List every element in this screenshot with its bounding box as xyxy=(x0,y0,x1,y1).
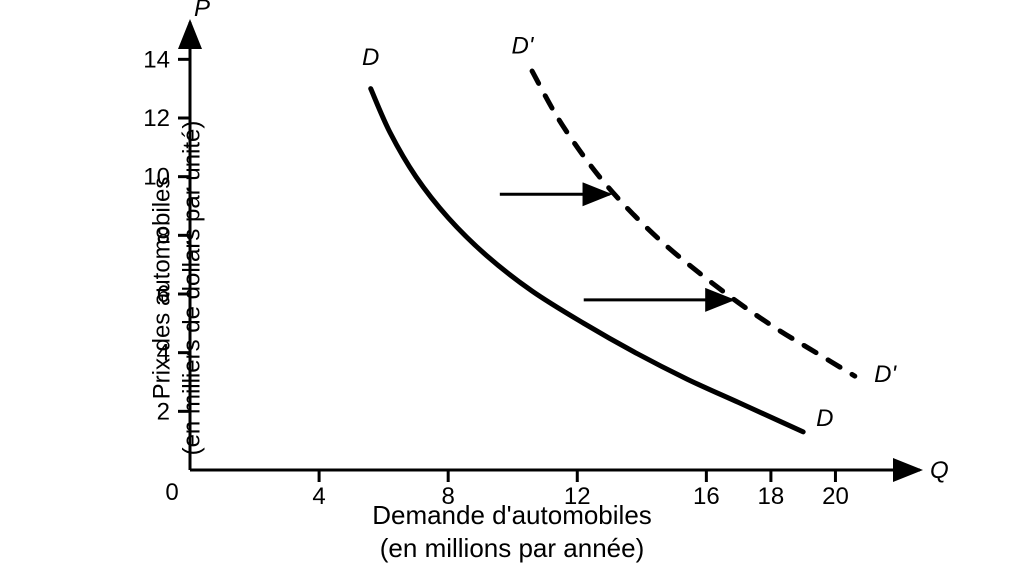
x-tick-label: 16 xyxy=(693,483,720,510)
y-tick-label: 8 xyxy=(157,222,170,249)
y-axis-var: P xyxy=(194,0,210,22)
y-tick-label: 12 xyxy=(143,105,170,132)
chart-container: Prix des automobiles (en milliers de dol… xyxy=(0,0,1024,576)
chart-svg: P Q 2 4 6 8 10 12 14 0 4 8 12 16 18 20 D D D' D' xyxy=(0,0,1024,576)
x-tick-label: 12 xyxy=(564,483,591,510)
x-tick-label: 0 xyxy=(165,479,178,506)
y-tick-label: 6 xyxy=(157,281,170,308)
x-tick-label: 20 xyxy=(822,483,849,510)
curve-d-label-end: D xyxy=(816,405,833,432)
curve-d-prime-label-start: D' xyxy=(511,32,534,59)
curve-d-prime xyxy=(532,71,855,376)
y-tick-label: 10 xyxy=(143,164,170,191)
x-axis-var: Q xyxy=(930,457,949,484)
x-tick-label: 18 xyxy=(758,483,785,510)
x-tick-label: 8 xyxy=(442,483,455,510)
y-tick-label: 2 xyxy=(157,398,170,425)
curve-d-label-start: D xyxy=(362,44,379,71)
y-tick-label: 4 xyxy=(157,340,170,367)
x-tick-label: 4 xyxy=(312,483,325,510)
curve-d xyxy=(371,89,803,432)
y-tick-label: 14 xyxy=(143,46,170,73)
curve-d-prime-label-end: D' xyxy=(874,361,897,388)
